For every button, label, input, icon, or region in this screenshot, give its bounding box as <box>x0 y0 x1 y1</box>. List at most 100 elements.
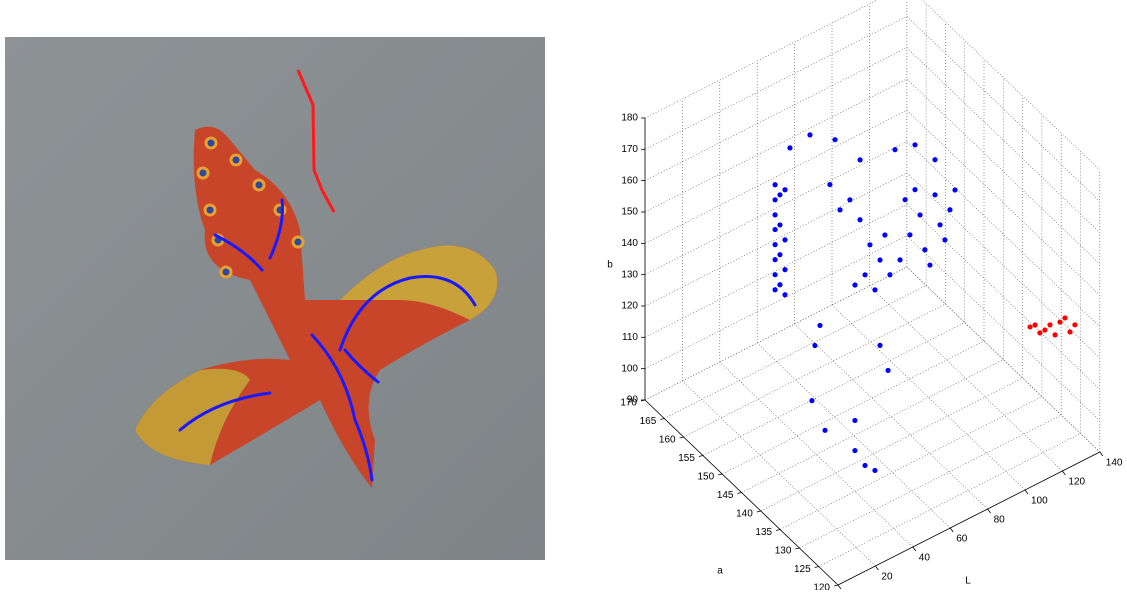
grid-line <box>907 204 1100 389</box>
point <box>922 247 927 252</box>
point <box>772 197 777 202</box>
x-tick <box>875 566 878 570</box>
z-tick-label: 90 <box>627 395 639 406</box>
x-tick <box>1062 471 1065 475</box>
y-tick <box>815 567 819 568</box>
point <box>862 272 867 277</box>
x-axis <box>838 452 1100 585</box>
y-tick <box>660 419 664 420</box>
point <box>1047 322 1052 327</box>
grid-line <box>742 360 1004 493</box>
point <box>857 157 862 162</box>
point <box>872 287 877 292</box>
point <box>777 252 782 257</box>
point <box>807 132 812 137</box>
point <box>912 142 917 147</box>
grid-line <box>645 173 907 306</box>
grid-line <box>645 0 907 118</box>
point <box>782 292 787 297</box>
point <box>1052 332 1057 337</box>
grid-line <box>703 323 965 456</box>
grid-line <box>799 415 1061 548</box>
grid-line <box>645 236 907 369</box>
point <box>1027 324 1032 329</box>
y-tick-label: 160 <box>659 435 676 446</box>
point <box>1042 327 1047 332</box>
point <box>772 242 777 247</box>
x-tick <box>988 509 991 513</box>
point <box>932 157 937 162</box>
z-tick-label: 170 <box>621 144 638 155</box>
point <box>862 463 867 468</box>
grid-line <box>684 304 946 437</box>
figure: L a b 0204060801001201401201251301351401… <box>0 0 1127 590</box>
point <box>809 398 814 403</box>
y-axis <box>645 400 838 585</box>
point <box>907 232 912 237</box>
grid-line <box>832 305 1025 490</box>
point <box>902 197 907 202</box>
point <box>777 222 782 227</box>
y-tick <box>776 530 780 531</box>
y-tick <box>680 437 684 438</box>
point <box>867 242 872 247</box>
y-tick-label: 155 <box>678 453 695 464</box>
point <box>852 418 857 423</box>
x-tick-label: 140 <box>1106 458 1123 469</box>
point <box>882 232 887 237</box>
point <box>852 448 857 453</box>
y-tick-label: 140 <box>736 509 753 520</box>
y-tick <box>757 511 761 512</box>
grid-line <box>869 286 1062 471</box>
point <box>777 192 782 197</box>
y-tick-label: 150 <box>698 472 715 483</box>
y-tick <box>699 456 703 457</box>
y-tick <box>738 493 742 494</box>
point <box>917 212 922 217</box>
grid-line <box>761 378 1023 511</box>
point <box>892 147 897 152</box>
point <box>897 257 902 262</box>
point <box>812 343 817 348</box>
y-tick-label: 125 <box>794 564 811 575</box>
point <box>927 262 932 267</box>
scatter-plot: L a b 0204060801001201401201251301351401… <box>607 0 1123 590</box>
grid-line <box>645 16 907 149</box>
point <box>1057 319 1062 324</box>
x-tick <box>913 547 916 551</box>
grid-line <box>795 324 988 509</box>
grid-line <box>780 397 1042 530</box>
point <box>1062 315 1067 320</box>
y-tick <box>834 585 838 586</box>
z-tick-label: 100 <box>621 363 638 374</box>
x-tick-label: 80 <box>994 515 1006 526</box>
point <box>942 237 947 242</box>
point <box>1072 322 1077 327</box>
grid-line <box>645 142 907 275</box>
point <box>772 257 777 262</box>
point <box>1067 329 1072 334</box>
point <box>952 187 957 192</box>
point <box>872 468 877 473</box>
y-tick <box>795 548 799 549</box>
point <box>887 272 892 277</box>
x-tick-label: 120 <box>1068 477 1085 488</box>
y-tick-label: 130 <box>775 546 792 557</box>
point <box>787 145 792 150</box>
y-tick-label: 165 <box>640 416 657 427</box>
point <box>817 323 822 328</box>
point <box>877 343 882 348</box>
z-tick-label: 120 <box>621 301 638 312</box>
z-tick-label: 180 <box>621 113 638 124</box>
x-tick <box>1025 490 1028 494</box>
grid-line <box>645 48 907 181</box>
x-tick-label: 60 <box>956 534 968 545</box>
y-tick-label: 135 <box>755 527 772 538</box>
point <box>782 267 787 272</box>
point <box>857 217 862 222</box>
point <box>837 207 842 212</box>
point <box>772 212 777 217</box>
point <box>937 222 942 227</box>
x-tick <box>838 585 841 589</box>
x-axis-label: L <box>965 576 971 587</box>
